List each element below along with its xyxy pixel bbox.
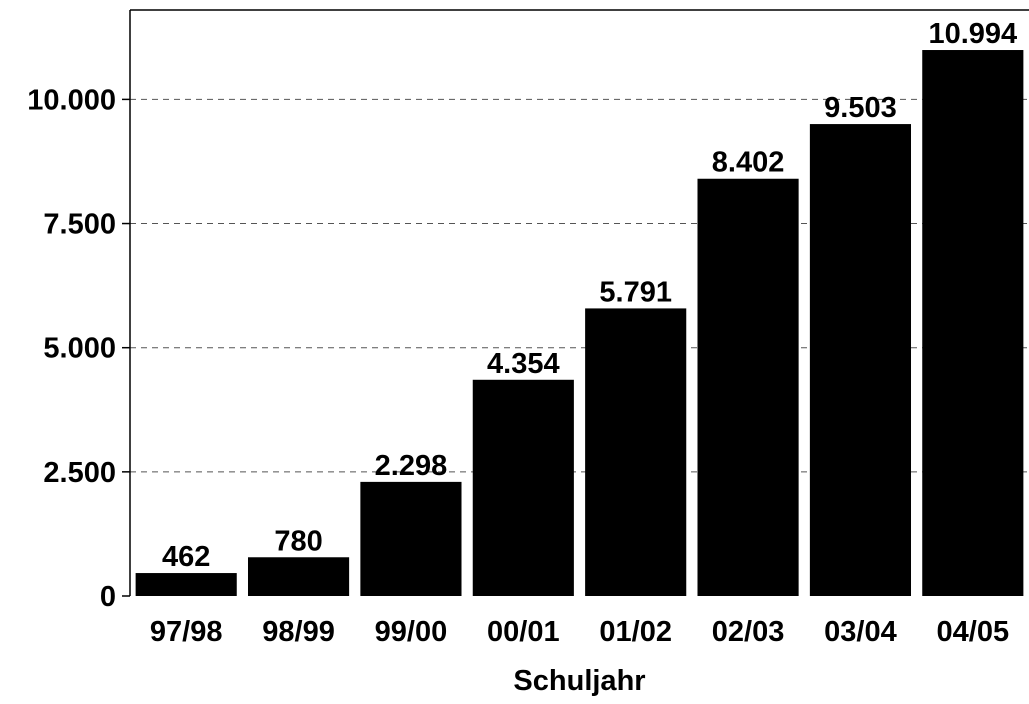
x-tick-label: 98/99 bbox=[262, 616, 335, 648]
bar-value-label: 4.354 bbox=[487, 348, 560, 380]
bar-value-label: 9.503 bbox=[824, 92, 897, 124]
bars bbox=[135, 50, 1024, 597]
bar bbox=[922, 50, 1024, 596]
bar bbox=[360, 481, 462, 596]
x-axis-title: Schuljahr bbox=[513, 665, 645, 697]
bar-value-label: 2.298 bbox=[375, 450, 448, 482]
y-tick-label: 5.000 bbox=[43, 333, 116, 365]
y-tick-label: 2.500 bbox=[43, 457, 116, 489]
bar-value-label: 462 bbox=[162, 541, 210, 573]
bar-value-label: 5.791 bbox=[599, 276, 672, 308]
bar bbox=[135, 573, 237, 596]
x-tick-label: 03/04 bbox=[824, 616, 897, 648]
x-axis-ticks: 97/98 98/99 99/00 00/01 01/02 02/03 03/04 04/05 bbox=[150, 616, 1009, 648]
axes bbox=[129, 9, 1029, 596]
bar bbox=[585, 308, 687, 596]
y-tick-label: 10.000 bbox=[27, 84, 116, 116]
bar bbox=[809, 124, 912, 597]
data-labels: 462 780 2.298 4.354 5.791 8.402 9.503 10.994 bbox=[162, 18, 1017, 573]
y-tick-label: 0 bbox=[100, 581, 116, 613]
y-tick-label: 7.500 bbox=[43, 209, 116, 241]
bar-value-label: 10.994 bbox=[928, 18, 1017, 50]
x-tick-label: 01/02 bbox=[599, 616, 672, 648]
x-tick-label: 99/00 bbox=[375, 616, 448, 648]
x-tick-label: 02/03 bbox=[712, 616, 785, 648]
y-axis-ticks: 0 2.500 5.000 7.500 10.000 bbox=[27, 84, 130, 613]
x-tick-label: 00/01 bbox=[487, 616, 560, 648]
bar-value-label: 8.402 bbox=[712, 147, 785, 179]
x-tick-label: 97/98 bbox=[150, 616, 223, 648]
bar bbox=[472, 379, 574, 596]
bar bbox=[247, 557, 350, 596]
bar bbox=[697, 178, 799, 596]
x-tick-label: 04/05 bbox=[937, 616, 1010, 648]
bar-value-label: 780 bbox=[274, 525, 322, 557]
